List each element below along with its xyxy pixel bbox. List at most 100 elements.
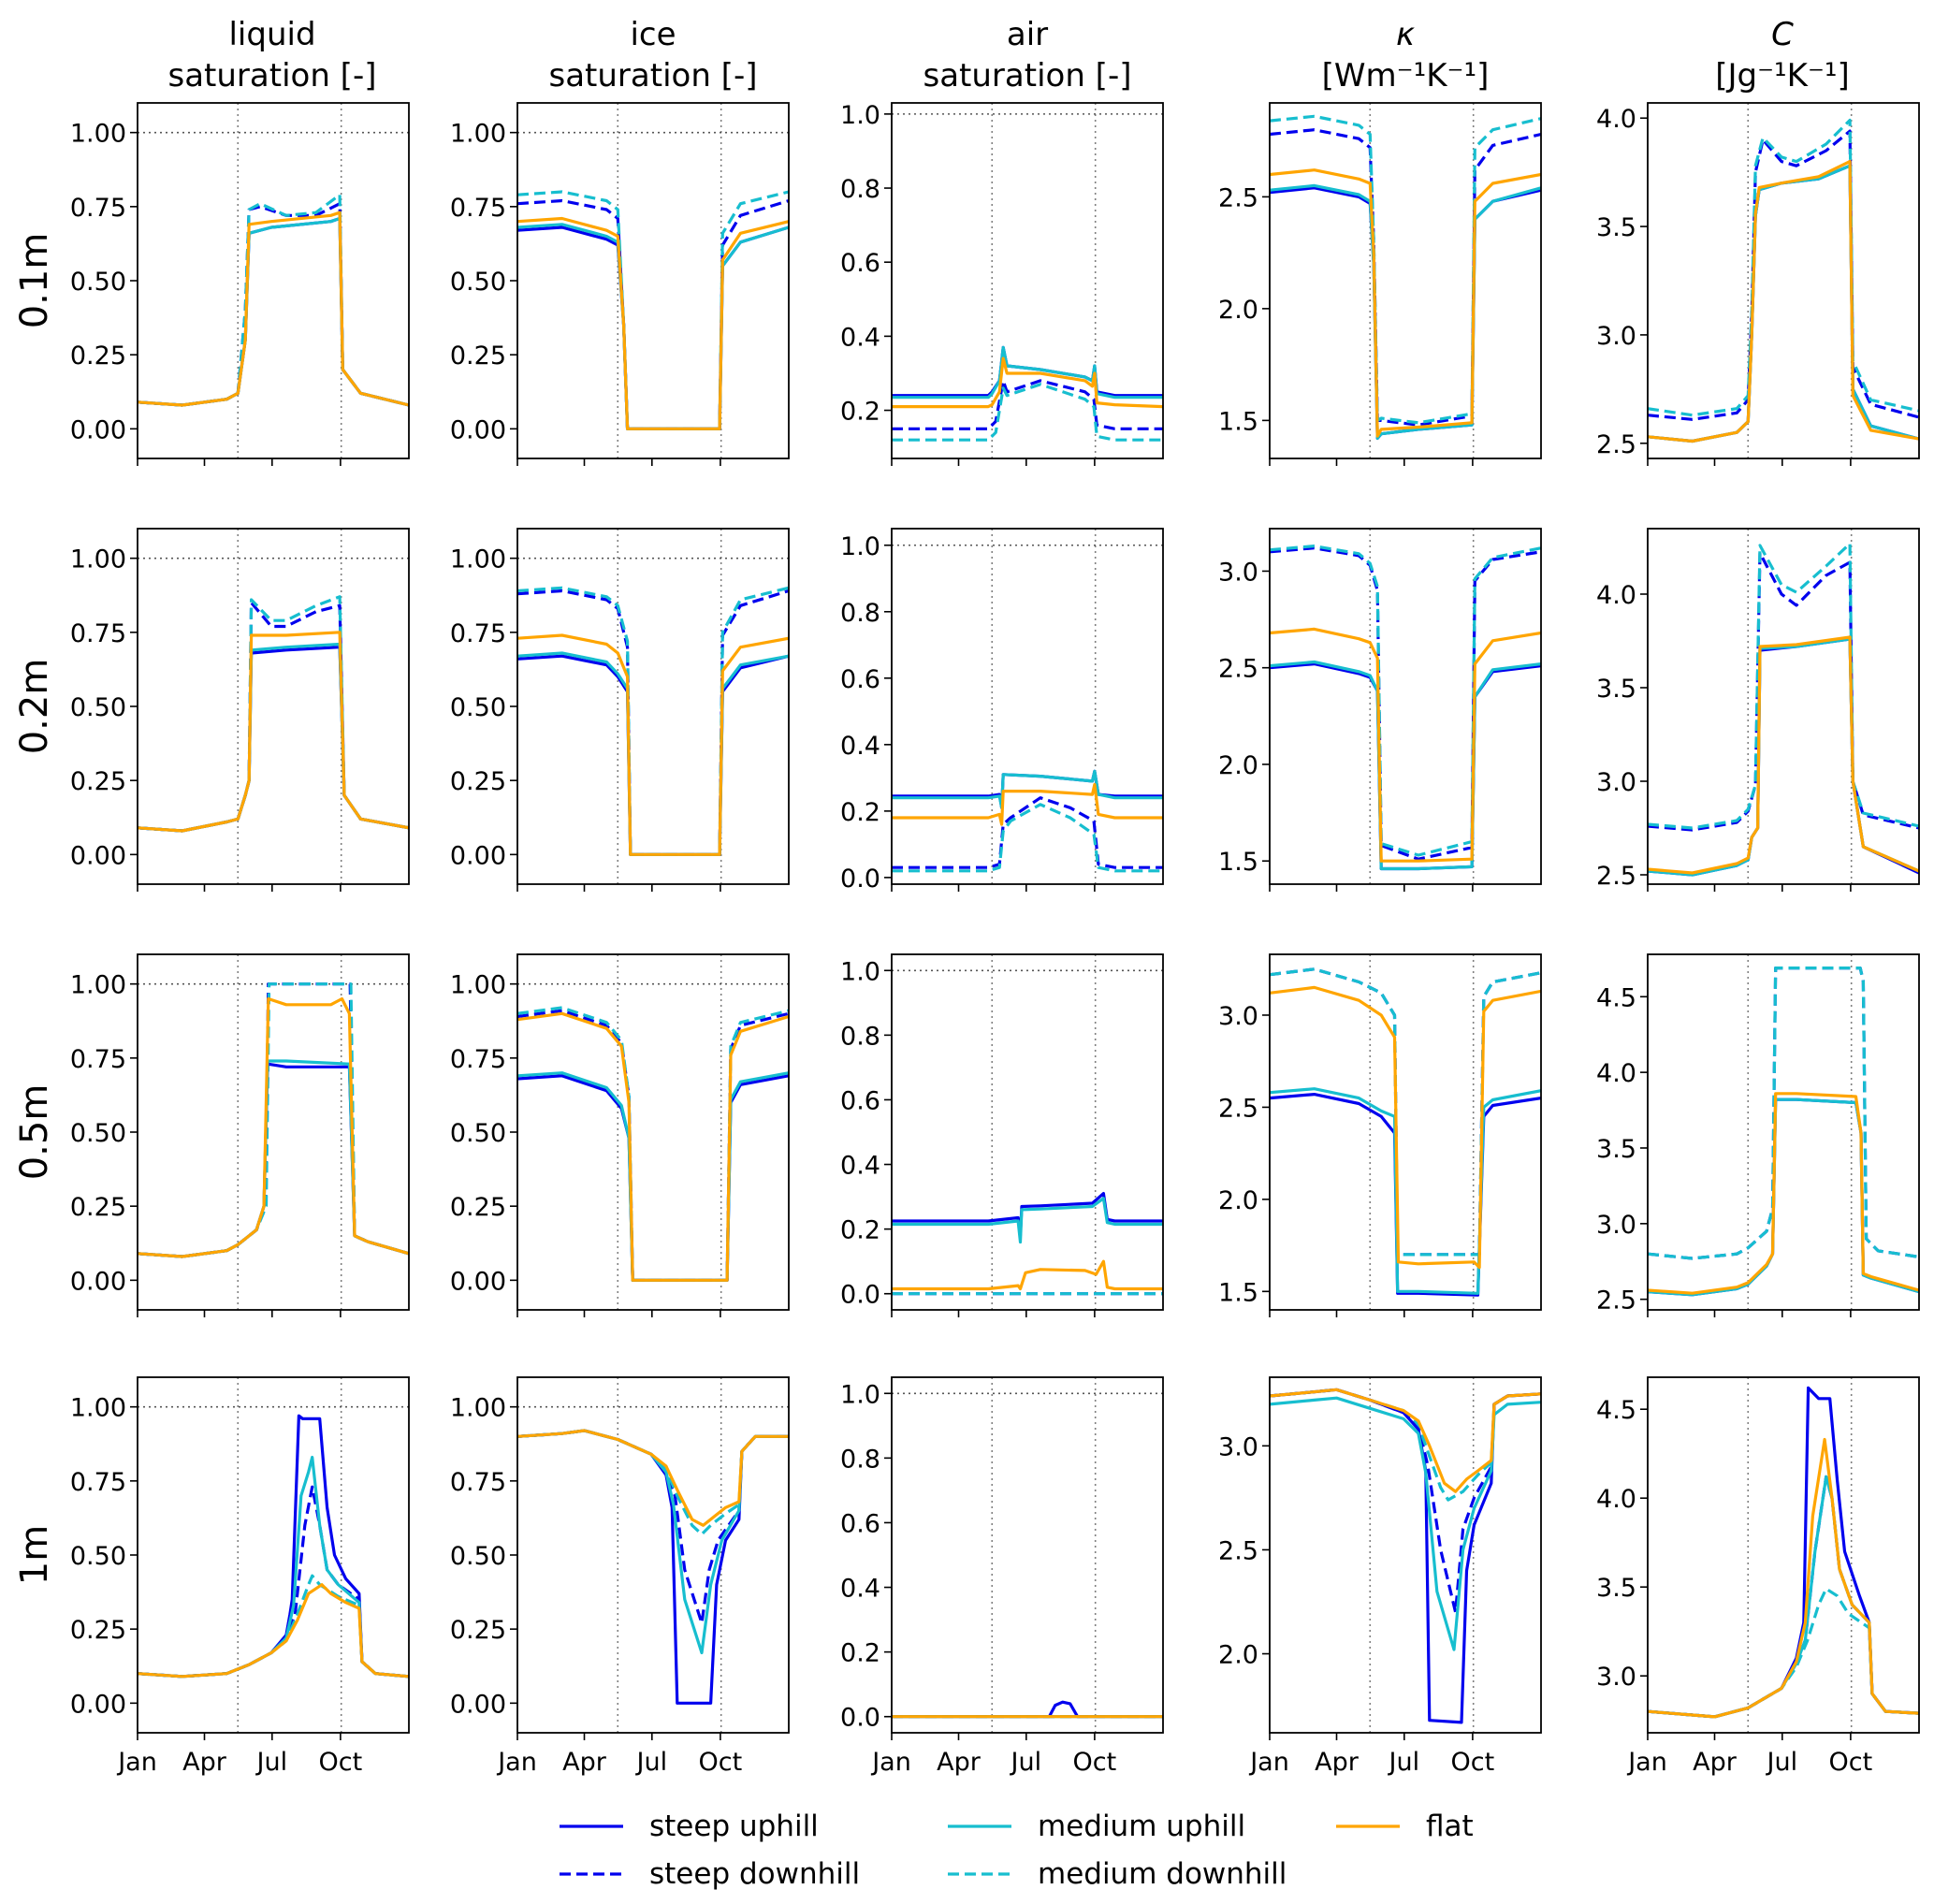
- series-line-flat: [1648, 1437, 1919, 1719]
- series-line-steep-downhill: [1270, 967, 1541, 1257]
- panel-0-1m-5: 2.5 3.0 3.5 4.0: [1596, 102, 1920, 466]
- row-labels: 0.1m 0.2m 0.5m 1m: [13, 233, 56, 1586]
- panel-0-1m-4: 1.5 2.0 2.5: [1218, 102, 1542, 466]
- y-tick-label: 0.75: [450, 1045, 506, 1074]
- series-line-steep-uphill: [517, 225, 789, 430]
- legend: steep uphill steep downhill medium uphill m…: [560, 1810, 1474, 1891]
- series-line-medium-uphill: [517, 1429, 789, 1655]
- series-line-flat: [517, 1429, 789, 1527]
- y-tick-label: 0.4: [840, 323, 880, 352]
- x-tick-label: Jan: [496, 1748, 537, 1777]
- series-line-medium-downhill: [1648, 967, 1919, 1260]
- x-tick-label: Apr: [182, 1748, 227, 1777]
- y-tick-label: 3.0: [1218, 1002, 1258, 1031]
- series-line-steep-uphill: [517, 654, 789, 856]
- series-line-medium-downhill: [1270, 967, 1541, 1257]
- series-line-flat: [138, 996, 409, 1258]
- y-tick-label: 0.8: [840, 1022, 880, 1051]
- y-tick-label: 0.00: [450, 1267, 506, 1296]
- col-title-kappa-line1: κ: [1396, 16, 1415, 53]
- y-tick-label: 0.6: [840, 1509, 880, 1538]
- panel-0-1m-3: 0.2 0.4 0.6 0.8 1.0: [840, 101, 1164, 466]
- series-line-medium-uphill: [138, 1059, 409, 1258]
- axes-frame: [1647, 953, 1920, 1311]
- axes-frame: [516, 528, 790, 885]
- y-tick-label: 0.50: [70, 268, 126, 297]
- y-tick-label: 0.75: [70, 1468, 126, 1497]
- col-title-air-line1: air: [1007, 16, 1048, 53]
- series-line-medium-downhill: [1648, 542, 1919, 830]
- y-tick-label: 0.25: [70, 767, 126, 796]
- y-tick-label: 0.6: [840, 665, 880, 694]
- series-line-steep-uphill: [517, 1074, 789, 1282]
- y-tick-label: 2.5: [1218, 655, 1258, 684]
- series-line-steep-uphill: [1648, 1097, 1919, 1297]
- panel-1m-2: 0.00 0.25 0.50 0.75 1.00 Jan Apr Jul Oct: [450, 1376, 790, 1777]
- series-line-steep-downhill: [1648, 1475, 1919, 1719]
- series-line-flat: [138, 211, 409, 407]
- series-line-medium-uphill: [517, 223, 789, 430]
- y-tick-label: 2.5: [1218, 183, 1258, 212]
- legend-item-medium-uphill: medium uphill: [948, 1810, 1245, 1843]
- y-tick-label: 3.5: [1596, 1574, 1636, 1603]
- series-line-steep-uphill: [1648, 637, 1919, 877]
- series-line-flat: [138, 1583, 409, 1679]
- series-line-steep-uphill: [517, 1429, 789, 1705]
- y-tick-label: 0.50: [450, 1542, 506, 1571]
- series-line-medium-downhill: [138, 1574, 409, 1679]
- y-tick-label: 4.0: [1596, 105, 1636, 134]
- panels: 0.000.250.500.751.000.000.250.500.751.00…: [70, 101, 1920, 1777]
- panel-1m-4: 2.0 2.5 3.0 Jan Apr Jul Oct: [1218, 1376, 1542, 1777]
- axes-frame: [1647, 528, 1920, 885]
- series-line-steep-uphill: [1270, 186, 1541, 441]
- series-line-medium-downhill: [517, 1429, 789, 1536]
- y-tick-label: 3.5: [1596, 213, 1636, 242]
- x-tick-label: Oct: [1829, 1748, 1873, 1777]
- series-line-medium-downhill: [1648, 1587, 1919, 1719]
- y-tick-label: 3.5: [1596, 675, 1636, 704]
- y-tick-label: 0.2: [840, 1216, 880, 1245]
- series-line-medium-uphill: [1648, 1475, 1919, 1719]
- series-line-medium-downhill: [1270, 1388, 1541, 1502]
- row-label-1m: 1m: [13, 1525, 56, 1585]
- panel-0-1m-2: 0.00 0.25 0.50 0.75 1.00: [450, 102, 790, 466]
- y-tick-label: 1.00: [70, 120, 126, 149]
- y-tick-label: 3.0: [1596, 1663, 1636, 1692]
- y-tick-label: 0.50: [70, 1542, 126, 1571]
- y-tick-label: 0.4: [840, 1575, 880, 1604]
- x-tick-label: Apr: [1315, 1748, 1360, 1777]
- y-tick-label: 2.0: [1218, 296, 1258, 325]
- series-line-medium-uphill: [1270, 660, 1541, 871]
- axes-frame: [1269, 953, 1542, 1311]
- series-line-steep-downhill: [138, 1485, 409, 1679]
- panel-0-5m-2: 0.00 0.25 0.50 0.75 1.00: [450, 953, 790, 1317]
- series-line-steep-uphill: [1270, 1093, 1541, 1297]
- series-line-flat: [892, 782, 1163, 826]
- series-line-medium-uphill: [1648, 1097, 1919, 1297]
- axes-frame: [1647, 102, 1920, 459]
- axes-frame: [1647, 1376, 1920, 1734]
- series-line-steep-downhill: [138, 202, 409, 407]
- y-tick-label: 4.0: [1596, 1059, 1636, 1088]
- y-tick-label: 0.25: [450, 767, 506, 796]
- x-tick-label: Jul: [1388, 1748, 1420, 1777]
- series-line-steep-uphill: [892, 345, 1163, 398]
- y-tick-label: 0.6: [840, 1086, 880, 1115]
- series-line-medium-uphill: [1648, 164, 1919, 443]
- y-tick-label: 0.75: [450, 1468, 506, 1497]
- legend-item-medium-downhill: medium downhill: [948, 1857, 1287, 1891]
- y-tick-label: 0.0: [840, 865, 880, 894]
- x-tick-label: Apr: [562, 1748, 607, 1777]
- y-tick-label: 2.5: [1596, 1286, 1636, 1315]
- x-tick-label: Oct: [1073, 1748, 1117, 1777]
- series-line-medium-uphill: [517, 651, 789, 856]
- y-tick-label: 3.0: [1596, 322, 1636, 351]
- y-tick-label: 3.5: [1596, 1135, 1636, 1164]
- series-line-steep-uphill: [138, 646, 409, 833]
- legend-item-steep-downhill: steep downhill: [560, 1857, 860, 1891]
- column-titles: liquid saturation [-] ice saturation [-]…: [168, 16, 1850, 94]
- axes-frame: [1269, 1376, 1542, 1734]
- x-tick-label: Apr: [1693, 1748, 1738, 1777]
- series-line-medium-uphill: [1270, 1087, 1541, 1295]
- series-line-steep-uphill: [892, 1192, 1163, 1238]
